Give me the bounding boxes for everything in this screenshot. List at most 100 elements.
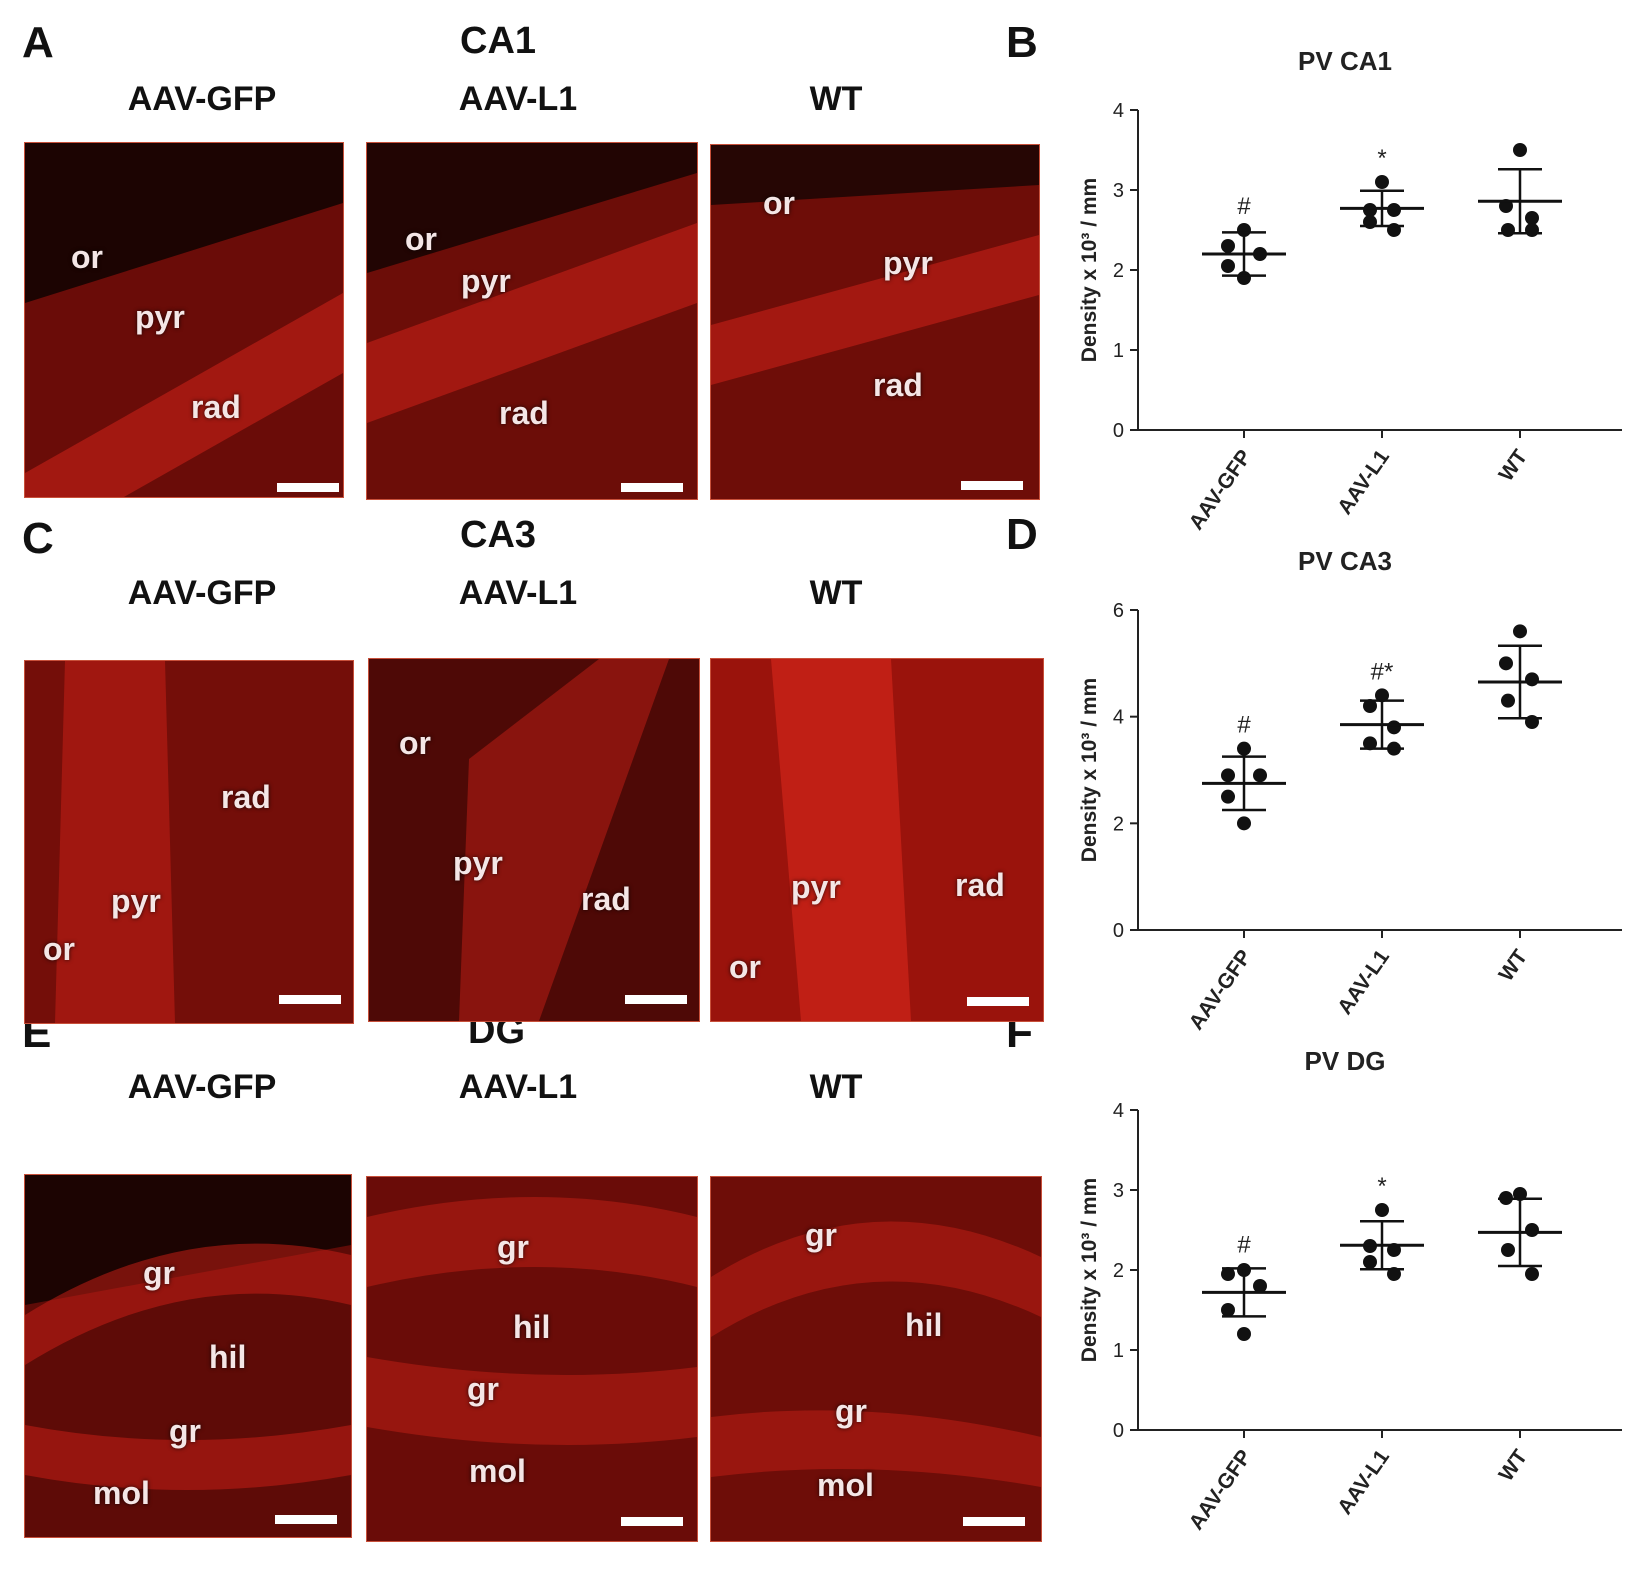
scale-bar — [279, 995, 341, 1004]
data-point — [1525, 211, 1539, 225]
micrograph-dg-wt: gr hil gr mol — [710, 1176, 1042, 1542]
x-tick-label: WT — [1495, 1446, 1533, 1486]
y-axis-label: Density x 10³ / mm — [1078, 678, 1101, 862]
data-point — [1513, 1187, 1527, 1201]
scale-bar — [621, 483, 683, 492]
y-tick-label: 3 — [1113, 180, 1124, 202]
micrograph-ca1-aav-gfp: or pyr rad — [24, 142, 344, 498]
significance-marker: # — [1237, 712, 1251, 739]
layer-label: or — [405, 221, 437, 257]
x-tick-label: AAV-GFP — [1185, 446, 1256, 534]
data-point — [1525, 1223, 1539, 1237]
data-point — [1387, 1267, 1401, 1281]
significance-marker: * — [1377, 1173, 1386, 1200]
layer-label: rad — [499, 395, 549, 431]
layer-label: hil — [905, 1307, 943, 1343]
layer-label: mol — [469, 1453, 526, 1489]
y-axis-label: Density x 10³ / mm — [1078, 1178, 1101, 1362]
scale-bar — [961, 481, 1023, 490]
data-point — [1237, 1327, 1251, 1341]
micrograph-texture — [367, 143, 697, 499]
chart-pv-dg: PV DG 0 1 2 3 4 Density x 10³ / mm AAV-GFP # AAV-… — [1078, 1046, 1622, 1534]
scale-bar — [277, 483, 339, 492]
scale-bar — [963, 1517, 1025, 1526]
chart-title: PV CA1 — [1298, 46, 1392, 76]
layer-label: pyr — [883, 245, 933, 281]
data-point — [1513, 143, 1527, 157]
micrograph-texture — [367, 1177, 697, 1541]
region-title-ca3: CA3 — [460, 514, 537, 556]
micrograph-ca3-aav-l1: or pyr rad — [368, 658, 700, 1022]
layer-label: pyr — [111, 883, 161, 919]
data-point — [1525, 1267, 1539, 1281]
significance-marker: # — [1237, 193, 1251, 220]
panel-letter-c: C — [22, 514, 54, 563]
micrograph-texture — [369, 659, 699, 1021]
column-label: AAV-L1 — [458, 574, 578, 612]
y-tick-label: 2 — [1113, 260, 1124, 282]
data-point — [1237, 741, 1251, 756]
chart-pv-ca1: PV CA1 0 1 2 3 4 Density x 10³ / mm AAV-GFP # AAV… — [1078, 46, 1622, 534]
micrograph-dg-aav-l1: gr hil gr mol — [366, 1176, 698, 1542]
data-point — [1501, 1243, 1515, 1257]
micrograph-texture — [711, 1177, 1041, 1541]
data-point — [1363, 203, 1377, 217]
layer-label: pyr — [791, 869, 841, 905]
column-label: AAV-L1 — [458, 1068, 578, 1106]
layer-label: mol — [93, 1475, 150, 1511]
y-tick-label: 2 — [1113, 813, 1124, 835]
layer-label: or — [71, 239, 103, 275]
layer-label: pyr — [135, 299, 185, 335]
data-point — [1499, 656, 1513, 671]
scale-bar — [621, 1517, 683, 1526]
data-point — [1501, 223, 1515, 237]
micrograph-texture — [711, 659, 1043, 1021]
micrograph-ca3-wt: pyr rad or — [710, 658, 1044, 1022]
data-point — [1221, 1267, 1235, 1281]
region-title-ca1: CA1 — [460, 20, 537, 62]
x-tick-label: WT — [1495, 946, 1533, 986]
y-tick-label: 4 — [1113, 1100, 1124, 1122]
data-point — [1501, 693, 1515, 708]
data-point — [1375, 688, 1389, 703]
layer-label: or — [763, 185, 795, 221]
data-point — [1253, 1279, 1267, 1293]
data-point — [1375, 175, 1389, 189]
layer-label: rad — [191, 389, 241, 425]
layer-label: pyr — [453, 845, 503, 881]
data-point — [1221, 789, 1235, 804]
column-label: AAV-GFP — [127, 1068, 277, 1106]
layer-label: rad — [873, 367, 923, 403]
data-point — [1363, 736, 1377, 751]
significance-marker: # — [1237, 1231, 1251, 1258]
panel-letter-d: D — [1006, 510, 1038, 559]
layer-label: rad — [581, 881, 631, 917]
x-tick-label: AAV-L1 — [1333, 1445, 1394, 1518]
panel-letter-a: A — [22, 18, 54, 67]
data-point — [1525, 672, 1539, 687]
x-tick-label: AAV-GFP — [1185, 946, 1256, 1034]
data-point — [1363, 699, 1377, 713]
column-label: AAV-GFP — [127, 574, 277, 612]
layer-label: gr — [143, 1255, 175, 1291]
data-point — [1221, 239, 1235, 253]
layer-label: rad — [221, 779, 271, 815]
data-point — [1387, 720, 1401, 735]
data-point — [1525, 223, 1539, 237]
chart-title: PV CA3 — [1298, 546, 1392, 576]
data-point — [1237, 816, 1251, 831]
y-tick-label: 1 — [1113, 1340, 1124, 1362]
micrograph-dg-aav-gfp: gr hil gr mol — [24, 1174, 352, 1538]
layer-label: gr — [497, 1229, 529, 1265]
scale-bar — [625, 995, 687, 1004]
layer-label: gr — [467, 1371, 499, 1407]
scale-bar — [967, 997, 1029, 1006]
layer-label: rad — [955, 867, 1005, 903]
layer-label: or — [729, 949, 761, 985]
scale-bar — [275, 1515, 337, 1524]
data-point — [1513, 624, 1527, 639]
column-label: WT — [809, 574, 863, 612]
chart-title: PV DG — [1305, 1046, 1386, 1076]
column-label: AAV-L1 — [458, 80, 578, 118]
layer-label: gr — [169, 1413, 201, 1449]
